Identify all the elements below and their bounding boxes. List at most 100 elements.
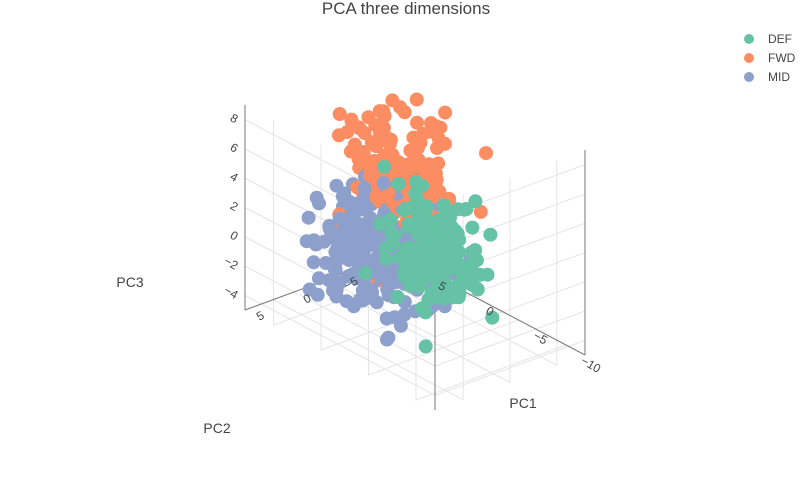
z-axis-title: PC3	[116, 274, 143, 290]
point-fwd	[410, 115, 424, 130]
point-def	[390, 289, 405, 304]
point-mid	[342, 194, 357, 209]
point-mid	[356, 191, 371, 206]
point-mid	[347, 221, 362, 236]
pc3-tick-label: −2	[222, 254, 241, 273]
point-def	[391, 176, 406, 191]
y-axis-title: PC2	[203, 420, 230, 436]
point-mid	[332, 241, 347, 256]
point-def	[437, 291, 452, 306]
point-def	[412, 244, 427, 259]
point-def	[485, 310, 500, 325]
point-fwd	[397, 158, 412, 173]
point-fwd	[361, 110, 376, 125]
point-fwd	[343, 144, 358, 159]
pc3-tick-label: −4	[222, 283, 241, 302]
point-fwd	[331, 128, 346, 143]
point-def	[470, 281, 485, 296]
x-axis-title: PC1	[509, 395, 536, 411]
point-mid	[327, 262, 342, 277]
point-mid	[379, 332, 394, 347]
point-fwd	[438, 136, 452, 151]
legend[interactable]: DEF FWD MID	[744, 32, 796, 84]
point-mid	[329, 178, 344, 193]
legend-item-mid[interactable]: MID	[744, 70, 790, 84]
point-def	[461, 262, 476, 277]
legend-marker	[744, 34, 754, 44]
point-def	[443, 230, 457, 244]
point-fwd	[426, 159, 441, 174]
point-fwd	[473, 204, 488, 219]
pc3-tick-label: 4	[228, 169, 241, 185]
point-def	[418, 305, 433, 320]
point-mid	[379, 311, 394, 326]
point-mid	[339, 294, 354, 309]
point-def	[410, 191, 425, 206]
point-def	[373, 216, 388, 231]
point-mid	[323, 230, 338, 245]
point-fwd	[406, 130, 421, 145]
legend-item-def[interactable]: DEF	[744, 32, 792, 46]
point-def	[469, 253, 484, 268]
point-def	[358, 266, 373, 281]
point-fwd	[393, 100, 407, 115]
chart-title: PCA three dimensions	[322, 0, 490, 18]
point-def	[416, 204, 431, 219]
point-fwd	[369, 135, 384, 150]
point-def	[480, 267, 495, 282]
point-mid	[355, 239, 370, 254]
point-fwd	[438, 105, 453, 120]
point-def	[437, 198, 451, 213]
pc1-tick-label: −5	[531, 328, 550, 347]
legend-label: DEF	[768, 32, 792, 46]
point-def	[447, 253, 462, 267]
point-fwd	[366, 166, 381, 181]
point-def	[483, 227, 498, 242]
point-mid	[302, 282, 317, 297]
point-mid	[306, 255, 321, 270]
point-mid	[346, 211, 361, 226]
points-layer	[299, 92, 500, 354]
point-def	[465, 220, 480, 235]
point-fwd	[372, 104, 387, 119]
point-def	[453, 276, 468, 291]
pc3-tick-label: 2	[228, 199, 241, 215]
point-fwd	[479, 146, 493, 161]
point-def	[383, 238, 398, 252]
point-def	[377, 159, 392, 174]
point-def	[409, 174, 423, 189]
point-mid	[376, 176, 391, 191]
point-mid	[312, 196, 326, 211]
point-fwd	[352, 121, 367, 136]
point-def	[431, 277, 446, 292]
legend-item-fwd[interactable]: FWD	[744, 51, 796, 65]
point-def	[418, 339, 433, 354]
point-fwd	[424, 116, 438, 131]
point-mid	[359, 223, 374, 238]
pc3-tick-label: 6	[228, 140, 241, 156]
pc1-tick-label: −10	[579, 353, 604, 375]
point-def	[468, 194, 483, 209]
point-mid	[358, 288, 373, 303]
legend-marker	[744, 53, 754, 63]
point-def	[402, 260, 417, 275]
point-def	[432, 259, 447, 274]
point-mid	[342, 253, 356, 268]
point-def	[408, 275, 422, 289]
point-fwd	[358, 152, 373, 167]
point-fwd	[332, 107, 347, 121]
legend-label: MID	[768, 70, 790, 84]
point-def	[412, 218, 427, 233]
point-mid	[326, 283, 340, 298]
pc3-tick-label: 0	[228, 228, 241, 244]
point-mid	[301, 210, 316, 225]
pc2-tick-label: 5	[254, 308, 267, 324]
point-mid	[369, 295, 384, 310]
point-fwd	[403, 143, 418, 158]
point-fwd	[409, 92, 424, 107]
point-def	[432, 231, 447, 245]
point-def	[379, 251, 394, 266]
point-def	[443, 210, 457, 225]
legend-marker	[744, 72, 754, 82]
